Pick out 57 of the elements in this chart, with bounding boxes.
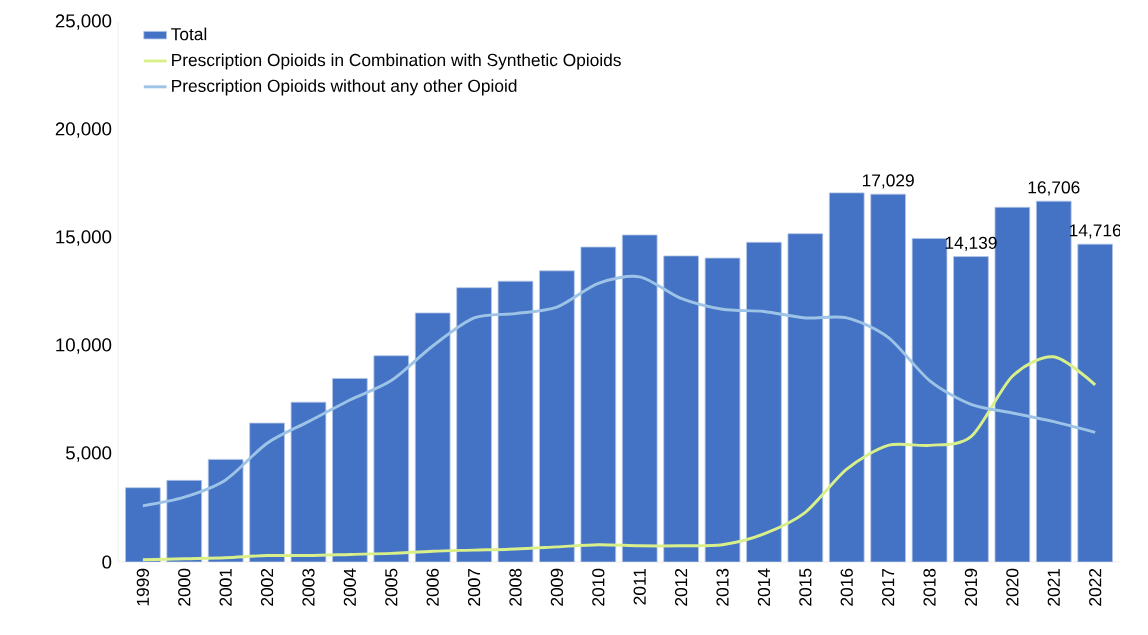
x-tick-label: 2014 bbox=[757, 568, 771, 606]
legend-label: Total bbox=[171, 27, 207, 41]
bar bbox=[704, 257, 741, 562]
bar bbox=[414, 312, 451, 562]
x-tick-label: 2005 bbox=[385, 568, 398, 606]
line-series bbox=[141, 274, 1097, 508]
data-label: 17,029 bbox=[862, 174, 914, 189]
bar bbox=[828, 192, 865, 562]
bar bbox=[746, 241, 782, 562]
x-tick-label: 2011 bbox=[633, 568, 646, 605]
x-tick-label: 2017 bbox=[882, 568, 895, 606]
bar bbox=[125, 487, 161, 562]
x-tick-label: 2004 bbox=[343, 568, 357, 606]
x-tick-label: 2002 bbox=[260, 568, 274, 606]
bar bbox=[621, 234, 658, 562]
bar bbox=[953, 256, 989, 562]
bar bbox=[290, 401, 327, 562]
bar bbox=[787, 233, 824, 562]
x-tick-label: 2016 bbox=[840, 568, 853, 606]
legend-label: Prescription Opioids in Combination with Synthetic Opioids bbox=[172, 53, 621, 70]
x-tick-label: 1999 bbox=[136, 568, 149, 606]
x-tick-label: 2020 bbox=[1006, 568, 1019, 606]
x-tick-label: 2015 bbox=[799, 568, 812, 606]
legend-label: Prescription Opioids without any other Opioid bbox=[172, 79, 517, 96]
x-tick-label: 2008 bbox=[509, 568, 522, 606]
y-tick-label: 25,000 bbox=[55, 14, 112, 30]
x-tick-label: 2006 bbox=[426, 568, 439, 606]
bar bbox=[373, 355, 410, 562]
data-label: 16,706 bbox=[1028, 181, 1080, 196]
y-tick-label: 5,000 bbox=[66, 446, 112, 462]
bar bbox=[497, 280, 534, 562]
x-tick-label: 2012 bbox=[674, 568, 688, 606]
x-tick-label: 2010 bbox=[592, 568, 605, 606]
x-tick-label: 2000 bbox=[178, 568, 191, 606]
x-tick-label: 2007 bbox=[467, 568, 481, 606]
y-tick-label: 20,000 bbox=[55, 122, 112, 138]
x-tick-label: 2018 bbox=[923, 568, 936, 606]
x-tick-label: 2013 bbox=[716, 568, 729, 606]
bar bbox=[1035, 200, 1072, 562]
x-tick-label: 2021 bbox=[1047, 568, 1060, 606]
bar bbox=[663, 255, 699, 562]
y-tick-label: 15,000 bbox=[56, 230, 112, 246]
y-tick-label: 0 bbox=[102, 555, 112, 569]
x-tick-label: 2009 bbox=[550, 568, 564, 606]
y-tick-label: 10,000 bbox=[56, 338, 112, 354]
line-series bbox=[141, 355, 1097, 562]
x-tick-label: 2001 bbox=[219, 568, 232, 606]
bar bbox=[249, 422, 285, 562]
bar bbox=[580, 246, 617, 562]
x-tick-label: 2022 bbox=[1089, 568, 1102, 606]
bar bbox=[456, 287, 492, 562]
bar bbox=[539, 270, 575, 562]
x-tick-label: 2019 bbox=[964, 568, 978, 606]
bar bbox=[870, 193, 906, 562]
bar bbox=[1077, 243, 1113, 562]
x-tick-label: 2003 bbox=[302, 568, 315, 606]
bar bbox=[332, 378, 368, 562]
